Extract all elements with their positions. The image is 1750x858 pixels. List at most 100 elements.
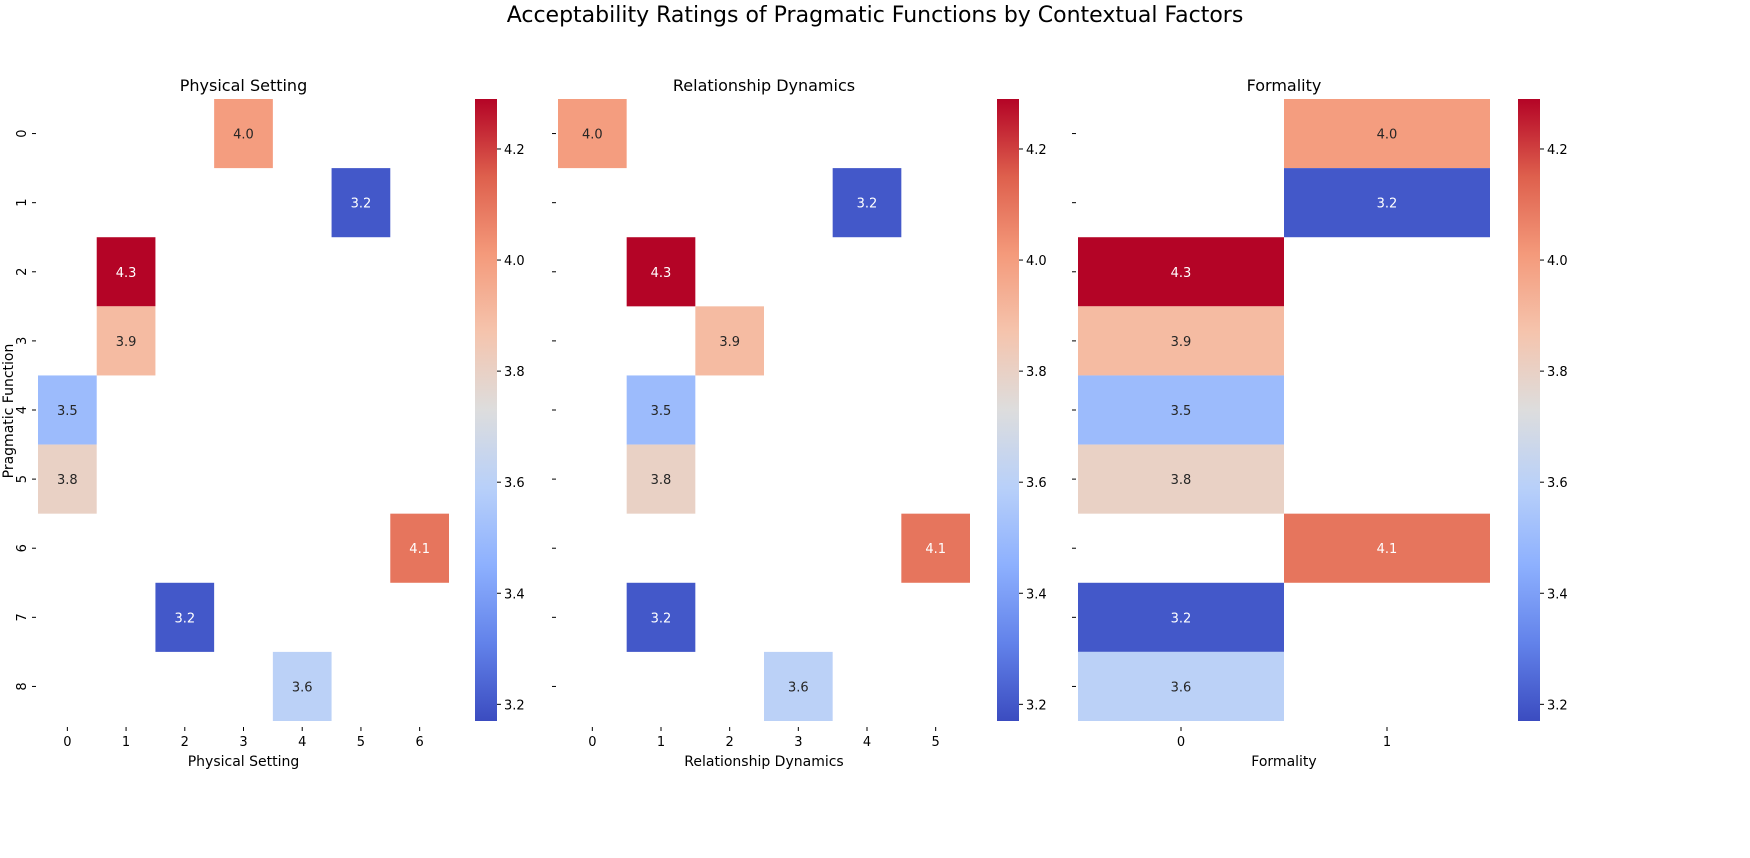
colorbar-tick-label: 3.2 bbox=[1026, 698, 1047, 713]
colorbar-tick-label: 3.2 bbox=[504, 698, 525, 713]
colorbar-tick-label: 4.2 bbox=[504, 143, 525, 158]
heatmap-panel-2: Formality 4.0 3.2 4.3 3.9 3.5 3.8 4.1 3.2 3.6 0 1 Fo… bbox=[1072, 76, 1568, 770]
heatmap-panel-0: Physical Setting 4.0 3.2 4.3 3.9 3.5 3.8 4.1 3.2… bbox=[15, 76, 525, 770]
cell-value-label: 3.2 bbox=[857, 197, 878, 212]
colorbar-gradient bbox=[1518, 99, 1540, 721]
cell-value-label: 3.8 bbox=[57, 473, 78, 488]
heatmap-cell bbox=[96, 306, 156, 376]
x-tick-label: 4 bbox=[863, 735, 871, 750]
y-tick-label: 6 bbox=[15, 544, 30, 552]
cell-value-label: 3.6 bbox=[1171, 680, 1192, 695]
heatmap-cell bbox=[626, 444, 696, 514]
heatmap-cell bbox=[626, 582, 696, 652]
colorbar-gradient bbox=[997, 99, 1019, 721]
x-tick-label: 3 bbox=[239, 735, 247, 750]
cell-value-label: 4.0 bbox=[1377, 128, 1398, 143]
cell-value-label: 3.5 bbox=[1171, 404, 1192, 419]
colorbar-tick-label: 3.2 bbox=[1547, 698, 1568, 713]
cell-value-label: 3.5 bbox=[651, 404, 672, 419]
x-tick-label: 1 bbox=[1383, 735, 1391, 750]
heatmap-cell bbox=[1284, 513, 1490, 583]
colorbar-tick-label: 4.2 bbox=[1547, 143, 1568, 158]
cell-value-label: 3.9 bbox=[116, 335, 137, 350]
cell-value-label: 3.9 bbox=[719, 335, 740, 350]
cell-value-label: 3.8 bbox=[651, 473, 672, 488]
heatmap-cell bbox=[38, 444, 97, 514]
cell-value-label: 4.3 bbox=[1171, 266, 1192, 281]
cell-value-label: 3.6 bbox=[292, 680, 313, 695]
cell-value-label: 3.6 bbox=[788, 680, 809, 695]
cell-value-label: 3.2 bbox=[1171, 611, 1192, 626]
heatmap-cell bbox=[38, 375, 97, 445]
heatmap-cell bbox=[626, 375, 696, 445]
y-tick-label: 4 bbox=[15, 406, 30, 414]
cell-value-label: 3.2 bbox=[174, 611, 195, 626]
x-tick-label: 1 bbox=[122, 735, 130, 750]
colorbar-tick-label: 4.0 bbox=[504, 254, 525, 269]
y-axis-label: Pragmatic Function bbox=[1, 344, 17, 479]
cell-value-label: 4.0 bbox=[233, 128, 254, 143]
y-tick-label: 7 bbox=[15, 613, 30, 621]
colorbar-tick-label: 3.8 bbox=[504, 365, 525, 380]
y-tick-label: 2 bbox=[15, 268, 30, 276]
x-tick-label: 2 bbox=[726, 735, 734, 750]
cell-value-label: 3.5 bbox=[57, 404, 78, 419]
cell-value-label: 3.8 bbox=[1171, 473, 1192, 488]
heatmap-cell bbox=[626, 237, 696, 307]
x-tick-label: 6 bbox=[416, 735, 424, 750]
heatmap-cell bbox=[331, 168, 391, 238]
cell-value-label: 4.1 bbox=[409, 542, 430, 557]
cell-value-label: 4.1 bbox=[925, 542, 946, 557]
heatmap-cell bbox=[1284, 99, 1490, 169]
y-tick-label: 3 bbox=[15, 337, 30, 345]
x-tick-label: 0 bbox=[588, 735, 596, 750]
heatmap-cell bbox=[272, 651, 332, 721]
x-tick-label: 0 bbox=[63, 735, 71, 750]
cell-value-label: 4.3 bbox=[651, 266, 672, 281]
heatmap-cell bbox=[1078, 237, 1284, 307]
colorbar-tick-label: 3.4 bbox=[504, 587, 525, 602]
x-tick-label: 2 bbox=[181, 735, 189, 750]
cell-value-label: 3.9 bbox=[1171, 335, 1192, 350]
cell-value-label: 3.2 bbox=[1377, 197, 1398, 212]
heatmap-cell bbox=[1284, 168, 1490, 238]
colorbar-tick-label: 3.6 bbox=[1547, 476, 1568, 491]
heatmap-cell bbox=[695, 306, 764, 376]
colorbar-tick-label: 3.8 bbox=[1026, 365, 1047, 380]
colorbar: 3.2 3.4 3.6 3.8 4.0 4.2 bbox=[475, 99, 525, 721]
colorbar-tick-label: 4.0 bbox=[1026, 254, 1047, 269]
heatmap-cell bbox=[1078, 651, 1284, 721]
colorbar-tick-label: 3.4 bbox=[1547, 587, 1568, 602]
chart-title: Acceptability Ratings of Pragmatic Funct… bbox=[507, 3, 1244, 28]
heatmap-cell bbox=[558, 99, 627, 169]
heatmap-cell bbox=[1078, 306, 1284, 376]
cell-value-label: 3.2 bbox=[651, 611, 672, 626]
x-axis-label: Relationship Dynamics bbox=[684, 754, 843, 770]
panel-title: Physical Setting bbox=[180, 76, 307, 95]
heatmap-cell bbox=[155, 582, 215, 652]
colorbar: 3.2 3.4 3.6 3.8 4.0 4.2 bbox=[1518, 99, 1568, 721]
heatmap-cell bbox=[390, 513, 449, 583]
panel-title: Relationship Dynamics bbox=[673, 76, 855, 95]
y-tick-label: 1 bbox=[15, 199, 30, 207]
heatmap-cell bbox=[764, 651, 833, 721]
y-tick-label: 8 bbox=[15, 682, 30, 690]
heatmap-cell bbox=[832, 168, 902, 238]
heatmap-cell bbox=[1078, 582, 1284, 652]
cell-value-label: 4.3 bbox=[116, 266, 137, 281]
x-axis-label: Formality bbox=[1251, 754, 1316, 770]
colorbar-tick-label: 3.8 bbox=[1547, 365, 1568, 380]
panel-title: Formality bbox=[1247, 76, 1322, 95]
heatmap-cell bbox=[96, 237, 156, 307]
colorbar-tick-label: 4.0 bbox=[1547, 254, 1568, 269]
colorbar-tick-label: 3.6 bbox=[504, 476, 525, 491]
heatmap-cell bbox=[1078, 444, 1284, 514]
y-tick-label: 5 bbox=[15, 475, 30, 483]
heatmap-panel-1: Relationship Dynamics 4.0 3.2 4.3 3.9 3.5 3.8 4… bbox=[552, 76, 1047, 770]
x-tick-label: 5 bbox=[357, 735, 365, 750]
colorbar-tick-label: 3.4 bbox=[1026, 587, 1047, 602]
x-tick-label: 3 bbox=[794, 735, 802, 750]
x-axis-label: Physical Setting bbox=[188, 754, 300, 770]
colorbar-gradient bbox=[475, 99, 497, 721]
